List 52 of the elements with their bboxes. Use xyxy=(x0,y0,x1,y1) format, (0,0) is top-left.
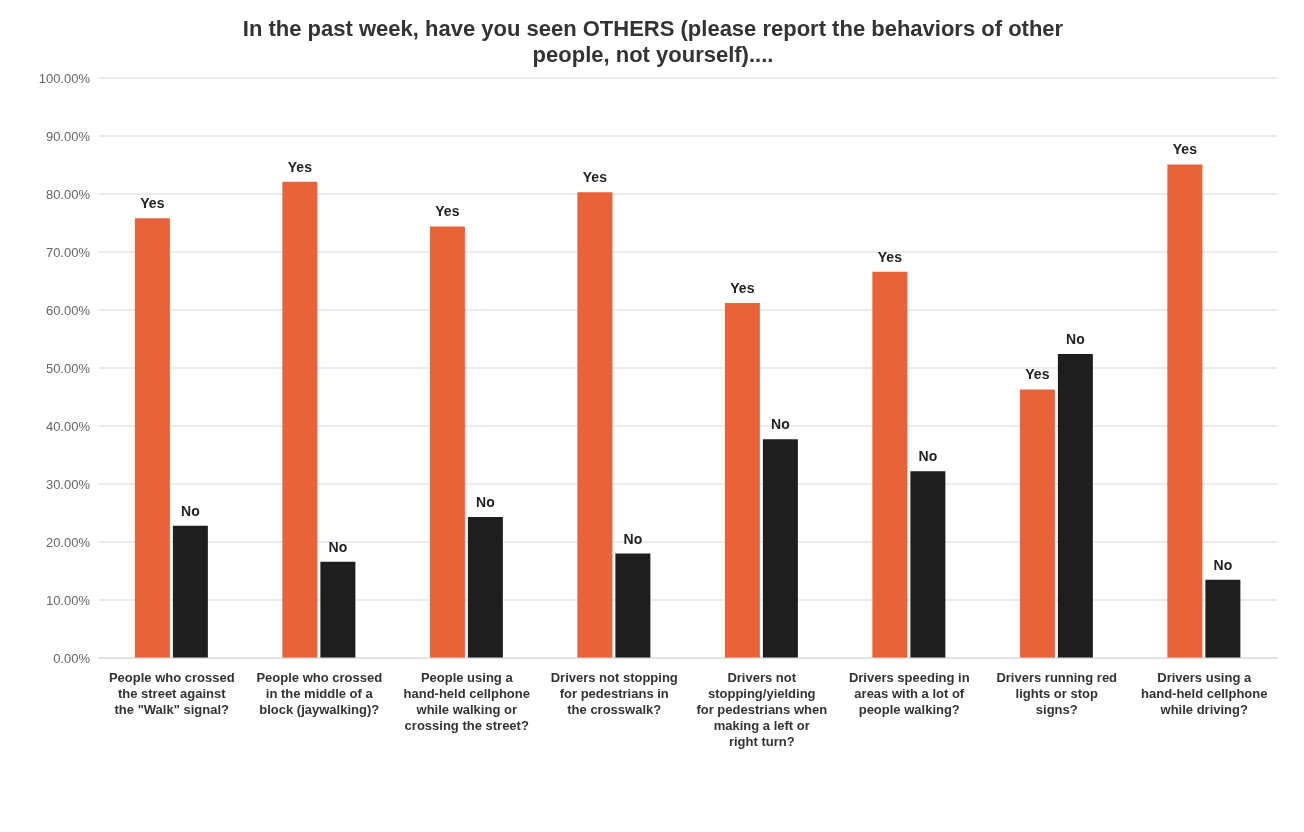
x-tick-label: Drivers not stopping/yielding for pedestrians when making a left or right turn? xyxy=(696,670,828,749)
bar xyxy=(467,517,503,658)
bar xyxy=(134,218,170,658)
x-tick-label: Drivers not stopping for pedestrians in the crosswalk? xyxy=(550,670,678,717)
bar xyxy=(320,561,356,658)
y-tick-label: 90.00% xyxy=(45,128,91,144)
y-tick-label: 30.00% xyxy=(45,476,91,492)
bar xyxy=(282,181,318,658)
text: No xyxy=(1066,331,1085,348)
y-tick-label: 70.00% xyxy=(45,244,91,260)
bar xyxy=(872,271,908,658)
x-tick-label: Drivers speeding in areas with a lot of people walking? xyxy=(848,670,970,717)
text: Yes xyxy=(730,280,755,297)
text: No xyxy=(918,448,938,465)
y-tick-label: 40.00% xyxy=(45,418,91,434)
chart-title: In the past week, have you seen OTHERS (please report the behaviors of other people, not yourself).... xyxy=(241,15,1065,68)
bar xyxy=(1167,164,1203,658)
text: Yes xyxy=(877,248,902,265)
bar xyxy=(762,439,798,658)
x-tick-label: People using a hand-held cellphone while walking or crossing the street? xyxy=(403,670,530,733)
text: No xyxy=(1213,556,1233,573)
bar xyxy=(615,553,651,658)
bar xyxy=(577,192,613,658)
y-tick-label: 100.00% xyxy=(38,70,91,86)
text: Yes xyxy=(435,203,460,220)
x-tick-label: People who crossed in the middle of a block (jaywalking)? xyxy=(256,670,383,717)
text: Yes xyxy=(1172,141,1197,158)
bar xyxy=(724,303,760,658)
series-label: Yes xyxy=(140,195,165,212)
y-tick-label: 60.00% xyxy=(45,302,91,318)
series-label: No xyxy=(476,494,495,511)
y-tick-label: 20.00% xyxy=(45,534,91,550)
x-tick-label: Drivers using a hand-held cellphone while driving? xyxy=(1141,670,1268,717)
text: Yes xyxy=(1025,366,1050,383)
text: Yes xyxy=(287,158,312,175)
x-tick-label: People who crossed the street against the "Walk" signal? xyxy=(108,670,235,717)
text: Yes xyxy=(582,169,607,186)
bar xyxy=(172,525,208,658)
y-tick-label: 0.00% xyxy=(53,650,91,666)
y-tick-label: 80.00% xyxy=(45,186,91,202)
text: No xyxy=(181,502,200,519)
x-tick-label: Drivers running red lights or stop signs? xyxy=(996,670,1118,717)
bar xyxy=(910,471,946,658)
bar xyxy=(1205,579,1241,658)
bar xyxy=(1019,389,1055,658)
text: No xyxy=(623,530,643,547)
bar xyxy=(1057,354,1093,658)
y-tick-label: 50.00% xyxy=(45,360,91,376)
text: No xyxy=(771,416,790,433)
y-tick-label: 10.00% xyxy=(45,592,91,608)
bar xyxy=(429,226,465,658)
text: No xyxy=(328,538,348,555)
